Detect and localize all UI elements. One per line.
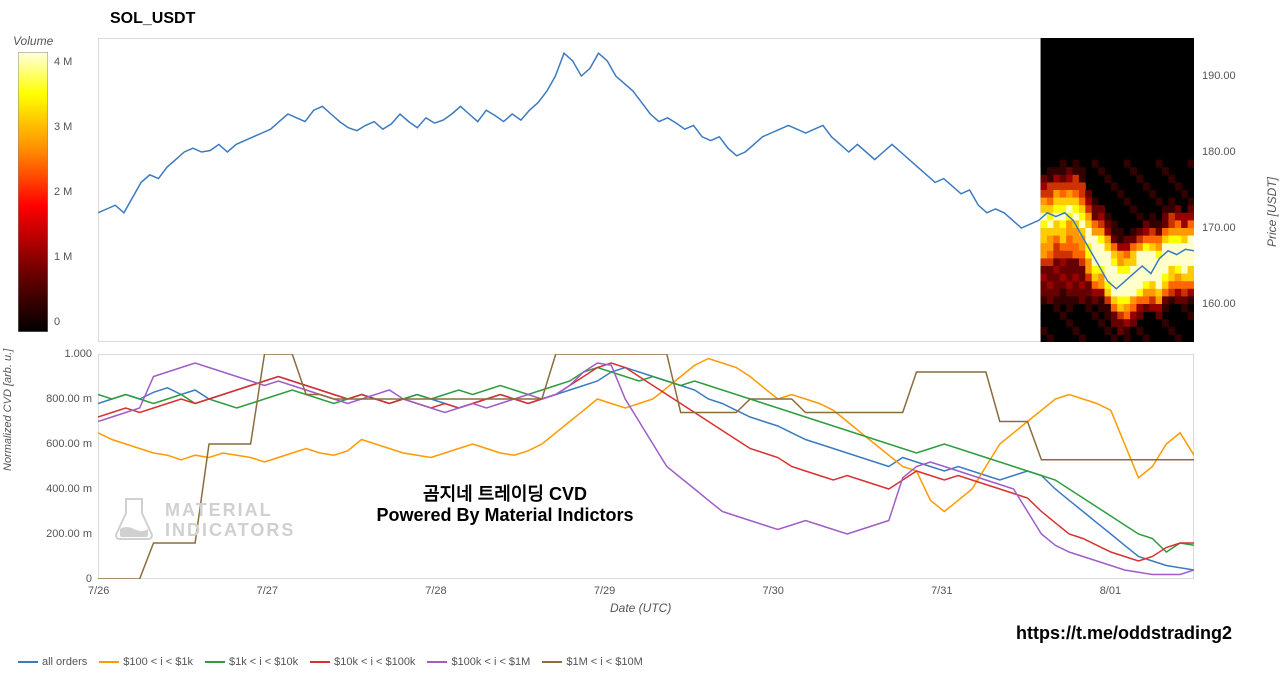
legend-item: $10k < i < $100k: [310, 656, 415, 668]
watermark-line1: MATERIAL: [165, 500, 273, 521]
date-x-tick: 7/27: [257, 585, 278, 597]
colorbar-title: Volume: [13, 34, 53, 48]
legend-label: $1k < i < $10k: [229, 656, 298, 668]
cvd-y-tick: 400.00 m: [46, 483, 92, 495]
price-y-tick: 190.00: [1202, 70, 1236, 82]
colorbar-tick: 1 M: [54, 251, 72, 263]
legend: all orders $100 < i < $1k $1k < i < $10k $1…: [18, 656, 643, 668]
date-x-tick: 7/29: [594, 585, 615, 597]
date-x-tick: 8/01: [1100, 585, 1121, 597]
cvd-y-tick: 1.000: [64, 348, 92, 360]
date-x-tick: 7/26: [88, 585, 109, 597]
source-url: https://t.me/oddstrading2: [1016, 623, 1232, 644]
watermark-line2: INDICATORS: [165, 520, 295, 541]
colorbar-tick: 0: [54, 316, 60, 328]
price-chart: [98, 38, 1194, 342]
price-y-axis-label: Price [USDT]: [1265, 177, 1279, 247]
legend-label: $1M < i < $10M: [566, 656, 642, 668]
legend-swatch: [542, 661, 562, 663]
date-x-tick: 7/30: [762, 585, 783, 597]
legend-swatch: [427, 661, 447, 663]
volume-colorbar: [18, 52, 48, 332]
price-y-tick: 180.00: [1202, 146, 1236, 158]
legend-item: $1k < i < $10k: [205, 656, 298, 668]
x-axis-label: Date (UTC): [610, 601, 671, 615]
legend-label: all orders: [42, 656, 87, 668]
price-y-tick: 170.00: [1202, 222, 1236, 234]
cvd-y-tick: 200.00 m: [46, 528, 92, 540]
legend-item: all orders: [18, 656, 87, 668]
flask-icon: [110, 495, 158, 543]
legend-swatch: [99, 661, 119, 663]
legend-item: $100k < i < $1M: [427, 656, 530, 668]
legend-swatch: [310, 661, 330, 663]
date-x-tick: 7/31: [931, 585, 952, 597]
legend-label: $10k < i < $100k: [334, 656, 415, 668]
overlay-text-1: 곰지네 트레이딩 CVD: [325, 480, 685, 506]
legend-swatch: [205, 661, 225, 663]
legend-label: $100 < i < $1k: [123, 656, 193, 668]
cvd-y-axis-label: Normalized CVD [arb. u.]: [2, 349, 14, 471]
legend-label: $100k < i < $1M: [451, 656, 530, 668]
chart-title: SOL_USDT: [110, 10, 195, 28]
cvd-y-tick: 800.00 m: [46, 393, 92, 405]
overlay-text-2: Powered By Material Indictors: [325, 505, 685, 526]
cvd-y-tick: 0: [86, 573, 92, 585]
legend-item: $100 < i < $1k: [99, 656, 193, 668]
price-y-tick: 160.00: [1202, 298, 1236, 310]
legend-item: $1M < i < $10M: [542, 656, 642, 668]
colorbar-tick: 4 M: [54, 56, 72, 68]
date-x-tick: 7/28: [425, 585, 446, 597]
cvd-y-tick: 600.00 m: [46, 438, 92, 450]
colorbar-tick: 3 M: [54, 121, 72, 133]
colorbar-tick: 2 M: [54, 186, 72, 198]
legend-swatch: [18, 661, 38, 663]
cvd-chart: [98, 354, 1194, 579]
